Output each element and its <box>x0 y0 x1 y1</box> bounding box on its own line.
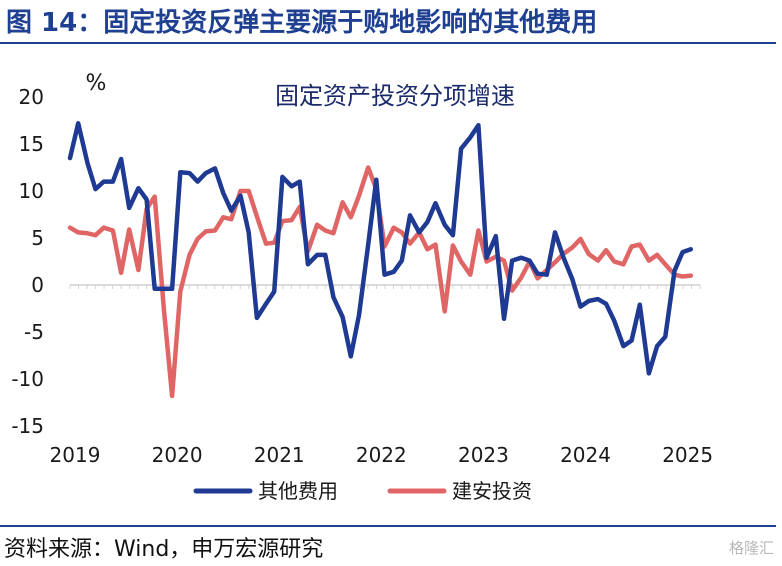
chart-title: 固定资产投资分项增速 <box>275 82 515 110</box>
x-tick-label: 2022 <box>356 443 407 467</box>
legend: 其他费用 建安投资 <box>193 479 532 503</box>
x-tick-label: 2024 <box>560 443 611 467</box>
x-tick-label: 2019 <box>50 443 101 467</box>
y-tick-label: 20 <box>19 85 44 109</box>
figure-title: 图 14：固定投资反弹主要源于购地影响的其他费用 <box>6 8 598 38</box>
y-tick-label: 5 <box>31 226 44 250</box>
y-tick-label: -10 <box>11 367 44 391</box>
axis-layer: 20 15 10 5 0 -5 -10 -15% 固定资产投资分项增速 2019 2020 2021 2… <box>11 71 713 467</box>
y-axis-unit: % <box>86 71 107 96</box>
legend-label-2: 建安投资 <box>452 479 532 503</box>
x-tick-label: 2020 <box>152 443 203 467</box>
y-tick-label: 15 <box>19 132 44 156</box>
x-tick-label: 2021 <box>254 443 305 467</box>
y-tick-label: 0 <box>31 273 44 297</box>
footer-divider <box>0 525 776 527</box>
watermark: 格隆汇 <box>728 539 774 557</box>
y-tick-label: 10 <box>19 179 44 203</box>
title-divider <box>0 42 776 44</box>
legend-label-1: 其他费用 <box>258 479 338 503</box>
series-layer <box>67 121 694 399</box>
x-tick-label: 2025 <box>662 443 713 467</box>
y-tick-label: -15 <box>11 414 44 438</box>
x-tick-label: 2023 <box>458 443 509 467</box>
y-tick-label: -5 <box>24 320 44 344</box>
source-note: 资料来源：Wind，申万宏源研究 <box>4 537 324 562</box>
series-line-1 <box>67 121 694 376</box>
